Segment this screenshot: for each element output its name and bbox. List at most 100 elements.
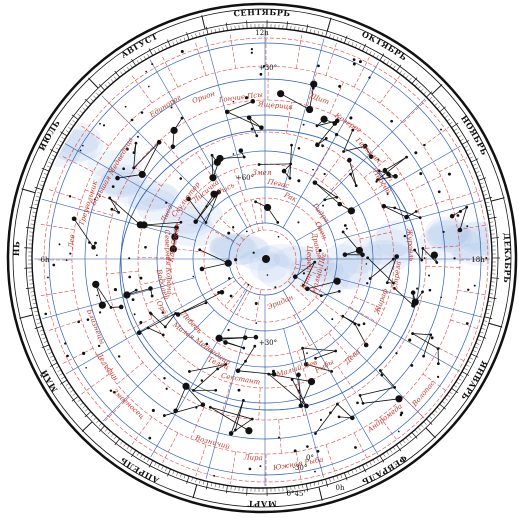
star <box>333 121 338 126</box>
star <box>485 257 487 259</box>
star <box>343 252 348 257</box>
star <box>380 374 383 377</box>
declination-label: +30° <box>259 64 277 72</box>
star <box>359 394 362 397</box>
star <box>459 210 462 213</box>
star <box>393 206 396 209</box>
star <box>118 355 120 357</box>
star <box>466 322 469 325</box>
star <box>137 136 139 138</box>
star <box>282 169 287 174</box>
star <box>293 274 298 279</box>
star <box>179 177 182 180</box>
star <box>421 290 424 293</box>
star <box>330 370 333 373</box>
star <box>229 431 234 436</box>
star <box>145 71 147 73</box>
celestial-pole-marker <box>262 255 270 263</box>
star <box>353 62 356 65</box>
star <box>214 389 217 392</box>
star <box>306 445 309 448</box>
star <box>341 315 344 318</box>
star <box>164 325 167 328</box>
star <box>354 446 357 449</box>
star <box>420 259 423 262</box>
star <box>267 274 269 276</box>
star <box>96 295 98 297</box>
star <box>474 285 476 287</box>
star <box>99 123 101 125</box>
star <box>308 378 315 385</box>
star <box>405 156 408 159</box>
star <box>243 156 246 159</box>
star <box>334 278 341 285</box>
star <box>260 465 262 467</box>
star <box>44 313 47 316</box>
star <box>137 221 144 228</box>
star <box>411 332 414 335</box>
star <box>198 248 201 251</box>
star <box>211 154 214 157</box>
star <box>112 185 115 188</box>
star <box>315 143 320 148</box>
star <box>99 302 106 309</box>
star <box>419 172 422 175</box>
star <box>393 386 396 389</box>
star <box>125 106 127 108</box>
star <box>148 437 151 440</box>
star <box>244 360 247 363</box>
star <box>297 221 299 223</box>
star <box>388 175 390 177</box>
declination-label: 0° <box>306 454 314 462</box>
star <box>437 347 440 350</box>
star <box>123 291 130 298</box>
star <box>437 376 439 378</box>
star <box>336 403 339 406</box>
star <box>260 73 263 76</box>
star <box>152 409 155 412</box>
star <box>132 167 135 170</box>
star <box>135 289 138 292</box>
star <box>357 324 360 327</box>
star <box>225 260 232 267</box>
star <box>233 153 235 155</box>
star <box>298 390 300 392</box>
star <box>347 158 352 163</box>
star <box>148 86 150 88</box>
star <box>166 388 168 390</box>
star <box>122 167 125 170</box>
star <box>342 150 345 153</box>
star <box>316 124 319 127</box>
star <box>395 352 397 354</box>
star <box>467 289 469 291</box>
star <box>458 228 463 233</box>
star <box>255 134 258 137</box>
star <box>182 383 189 390</box>
star <box>228 277 231 280</box>
star <box>173 409 178 414</box>
star <box>103 124 105 126</box>
star <box>157 140 162 145</box>
star <box>299 403 304 408</box>
star <box>213 475 215 477</box>
star <box>128 257 130 259</box>
star <box>163 414 166 417</box>
month-label: СЕНТЯБРЬ <box>233 7 291 19</box>
star <box>415 210 418 213</box>
star <box>344 224 347 227</box>
star <box>382 204 387 209</box>
star <box>442 231 444 233</box>
star <box>435 261 438 264</box>
star <box>379 369 382 372</box>
star <box>174 312 177 315</box>
star <box>255 302 258 305</box>
star <box>133 151 136 154</box>
star <box>253 252 255 254</box>
star <box>324 173 326 175</box>
star <box>306 352 308 354</box>
star <box>329 411 332 414</box>
star <box>238 389 241 392</box>
star <box>216 367 219 370</box>
